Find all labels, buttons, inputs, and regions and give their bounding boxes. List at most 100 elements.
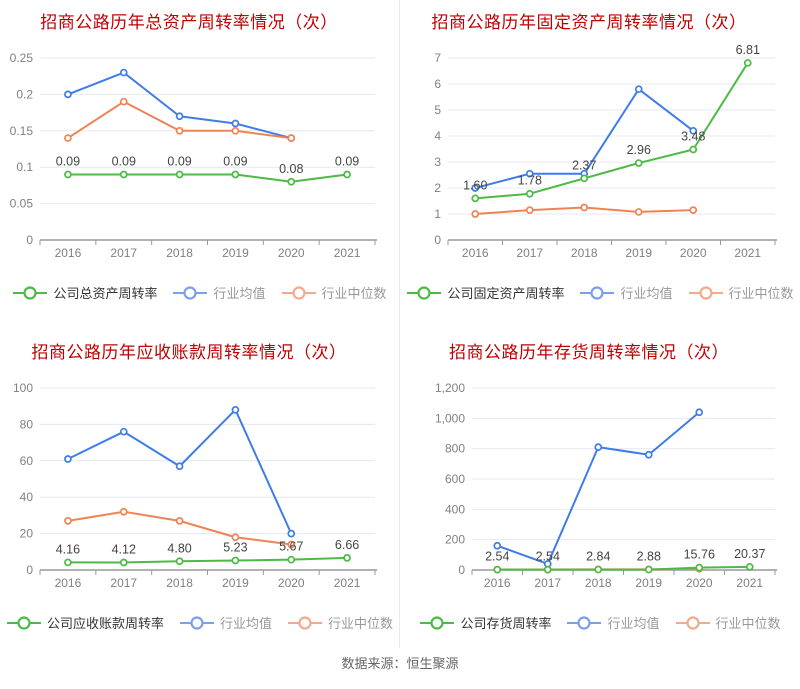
legend-marker-industry-mean-icon (567, 615, 602, 630)
legend-marker-circle (17, 615, 31, 630)
series-marker-orange (287, 540, 296, 549)
x-tick-label: 2016 (462, 246, 489, 260)
legend-marker-industry-mean-icon (173, 285, 208, 300)
series-marker-blue (231, 119, 240, 128)
series-marker-green (580, 174, 589, 183)
chart-panel-total-asset-turnover: 0 0.05 0.1 0.15 0.2 0.25 2016 2017 2018 2019 2020 2… (0, 0, 400, 330)
series-marker-blue (119, 68, 128, 77)
x-tick-label: 2018 (166, 576, 193, 590)
x-tick-label: 2021 (334, 576, 361, 590)
legend-marker-industry-mean-icon (179, 615, 214, 630)
x-tick-label: 2017 (110, 576, 137, 590)
series-marker-blue (287, 529, 296, 538)
series-marker-blue (64, 90, 72, 99)
x-tick-label: 2018 (571, 246, 598, 260)
x-tick-label: 2021 (734, 246, 761, 260)
legend-item-industry-mean: 行业均值 (566, 613, 660, 632)
y-tick-label: 2 (434, 181, 441, 195)
data-label: 6.66 (335, 538, 359, 552)
x-tick-label: 2016 (55, 576, 82, 590)
series-marker-green (745, 563, 754, 571)
y-tick-label: 0 (26, 233, 33, 247)
x-tick-label: 2018 (585, 576, 612, 590)
x-tick-label: 2020 (278, 576, 305, 590)
legend-marker-circle (698, 285, 713, 300)
legend-marker-circle (577, 615, 592, 630)
x-tick-label: 2019 (635, 576, 662, 590)
series-marker-blue (64, 455, 72, 463)
series-line-green (475, 62, 749, 200)
data-label: 4.16 (56, 542, 80, 556)
series-marker-orange (119, 507, 128, 516)
series-marker-blue (493, 541, 502, 550)
y-tick-label: 1 (434, 207, 441, 221)
x-tick-label: 2021 (334, 246, 361, 260)
x-tick-label: 2016 (55, 246, 82, 260)
series-marker-green (175, 170, 184, 179)
series-marker-orange (119, 97, 128, 106)
data-label: 6.81 (736, 43, 760, 57)
legend-marker-circle (183, 285, 198, 300)
chart-title: 招商公路历年固定资产周转率情况（次） (431, 13, 747, 32)
series-marker-blue (634, 85, 643, 94)
y-tick-label: 6 (434, 77, 441, 91)
chart-panel-fixed-asset-turnover: 0 1 2 3 4 5 6 7 2016 2017 2018 2019 2020 2021 1.60 1.78… (400, 0, 800, 330)
charts-grid: 0 0.05 0.1 0.15 0.2 0.25 2016 2017 2018 2019 2020 2… (0, 0, 800, 648)
legend-label: 行业中位数 (728, 286, 794, 301)
series-marker-blue (231, 405, 240, 414)
legend-item-company: 公司应收账款周转率 (6, 613, 164, 632)
y-tick-label: 400 (445, 502, 465, 516)
legend-marker-circle (298, 615, 312, 630)
x-tick-label: 2018 (166, 246, 193, 260)
chart-panel-inventory-turnover: 0 200 400 600 800 1,000 1,200 2016 2017 2018 2019 2… (400, 330, 800, 648)
data-source-label: 数据来源：恒生聚源 (341, 656, 459, 671)
data-label: 15.76 (684, 548, 715, 562)
legend-item-industry-median: 行业中位数 (688, 283, 794, 302)
y-tick-label: 200 (445, 533, 465, 547)
y-tick-label: 0 (458, 563, 465, 577)
series-line-orange (67, 510, 292, 546)
data-label: 2.88 (637, 550, 661, 564)
chart-plot: 0 200 400 600 800 1,000 1,200 2016 2017 2018 2019 2… (435, 381, 777, 590)
data-label: 5.23 (223, 540, 247, 554)
legend-label: 公司存货周转率 (460, 616, 552, 631)
legend-marker-circle (23, 285, 38, 300)
y-tick-label: 1,200 (435, 381, 465, 395)
legend-label: 行业中位数 (328, 616, 394, 631)
data-label: 2.37 (572, 158, 596, 172)
series-marker-green (287, 555, 296, 564)
series-marker-orange (175, 126, 184, 135)
y-tick-label: 80 (20, 417, 34, 431)
legend-item-industry-mean: 行业均值 (179, 613, 272, 632)
chart-legend: 公司固定资产周转率 行业均值 行业中位数 (400, 283, 800, 302)
x-tick-label: 2019 (625, 246, 652, 260)
series-marker-green (644, 565, 653, 574)
x-tick-label: 2020 (686, 576, 713, 590)
series-marker-green (689, 145, 698, 154)
series-marker-green (231, 170, 240, 179)
x-tick-label: 2021 (736, 576, 763, 590)
data-label: 1.78 (518, 174, 542, 188)
legend-item-industry-mean: 行业均值 (172, 283, 266, 302)
data-label: 2.54 (485, 550, 509, 564)
legend-marker-company-icon (420, 615, 455, 630)
series-marker-green (175, 557, 184, 566)
y-tick-label: 0.1 (16, 160, 33, 174)
x-tick-label: 2019 (222, 246, 249, 260)
legend-label: 行业均值 (607, 616, 660, 631)
chart-legend: 公司存货周转率 行业均值 行业中位数 (400, 613, 800, 632)
legend-item-industry-median: 行业中位数 (287, 613, 393, 632)
series-marker-orange (287, 134, 296, 142)
y-tick-label: 7 (434, 51, 441, 65)
data-label: 0.09 (335, 154, 359, 168)
series-marker-blue (175, 462, 184, 471)
data-label: 20.37 (734, 547, 765, 561)
legend-marker-industry-median-icon (281, 285, 316, 300)
y-tick-label: 800 (445, 442, 465, 456)
series-marker-blue (525, 169, 534, 178)
data-label: 0.08 (279, 162, 303, 176)
legend-marker-circle (417, 285, 432, 300)
series-marker-orange (175, 517, 184, 525)
series-marker-green (525, 189, 534, 198)
series-marker-green (471, 194, 480, 203)
